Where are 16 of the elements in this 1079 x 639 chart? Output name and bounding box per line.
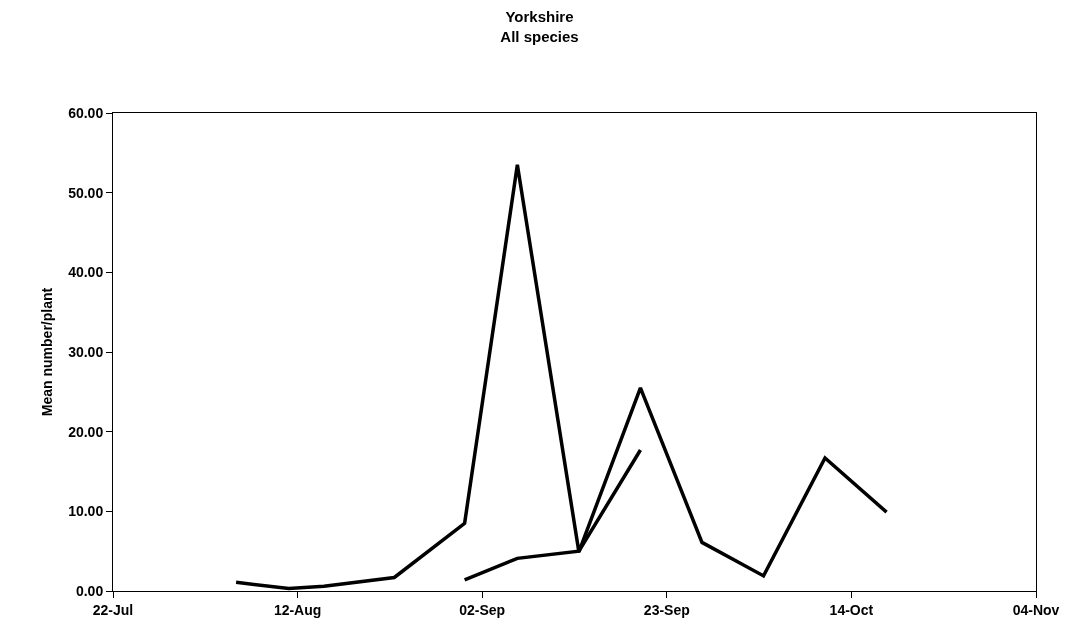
x-tick-label: 12-Aug	[273, 601, 322, 618]
y-axis-title: Mean number/plant	[38, 287, 55, 417]
x-tick-label: 23-Sep	[643, 601, 690, 618]
x-tick-label: 14-Oct	[829, 601, 874, 618]
y-tick-label: 60.00	[68, 104, 104, 121]
x-tick-label: 04-Nov	[1012, 601, 1060, 618]
y-tick-label: 30.00	[68, 343, 104, 360]
y-tick-label: 20.00	[68, 423, 104, 440]
y-tick-label: 40.00	[68, 264, 104, 281]
y-tick-label: 10.00	[68, 503, 104, 520]
y-tick-label: 50.00	[68, 184, 104, 201]
x-tick-label: 02-Sep	[459, 601, 506, 618]
line-series	[462, 448, 643, 582]
chart-title: Yorkshire All species	[500, 8, 579, 45]
x-tick-label: 22-Jul	[92, 601, 134, 618]
y-tick-label: 0.00	[75, 582, 104, 599]
